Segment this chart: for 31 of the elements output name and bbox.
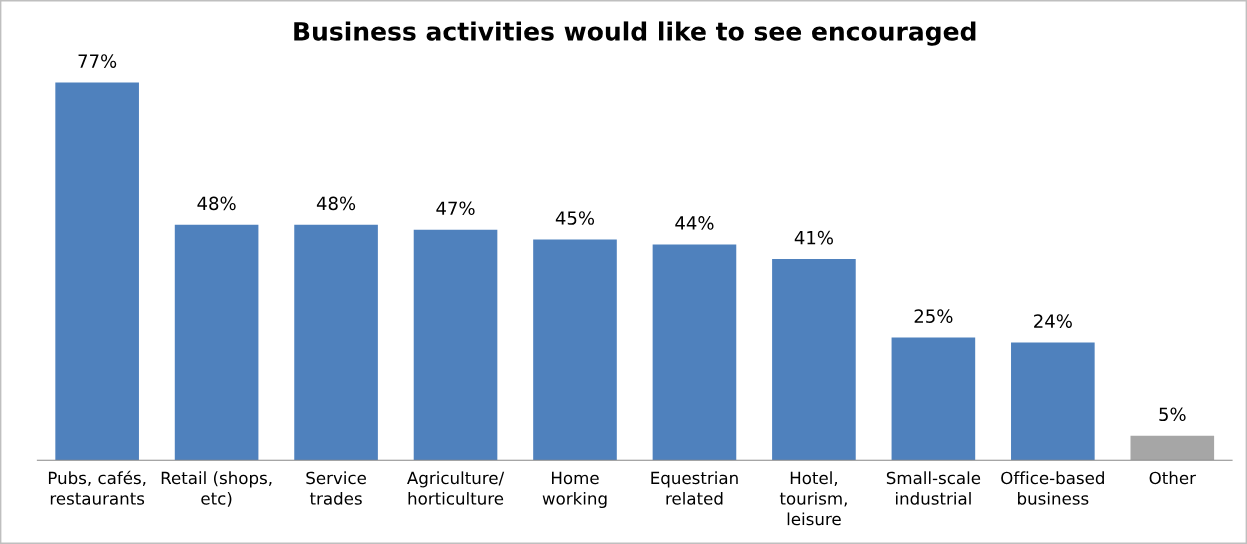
data-label: 41% bbox=[794, 230, 833, 245]
chart-title: Business activities would like to see encouraged bbox=[294, 21, 976, 46]
bar bbox=[174, 224, 259, 461]
bar bbox=[55, 82, 139, 461]
data-label: 48% bbox=[197, 196, 236, 211]
x-tick-label: Home working bbox=[542, 471, 607, 509]
bar bbox=[772, 259, 856, 461]
data-label: 48% bbox=[316, 196, 356, 211]
data-label: 47% bbox=[436, 201, 475, 216]
bar bbox=[294, 224, 378, 461]
bar bbox=[413, 229, 498, 461]
data-label: 24% bbox=[1034, 314, 1072, 328]
data-label: 5% bbox=[1159, 407, 1186, 422]
x-tick-label: Service trades bbox=[306, 471, 366, 505]
bar bbox=[1011, 342, 1095, 461]
bar bbox=[1130, 435, 1215, 461]
x-tick-label: Other bbox=[1149, 471, 1196, 485]
x-tick-label: Pubs, cafés, restaurants bbox=[48, 470, 146, 505]
data-label: 44% bbox=[675, 216, 714, 230]
data-label: 45% bbox=[555, 211, 595, 225]
x-tick-label: Retail (shops, etc) bbox=[161, 471, 272, 507]
bar bbox=[652, 244, 737, 461]
x-tick-label: Small-scale industrial bbox=[886, 471, 981, 505]
x-tick-label: Equestrian related bbox=[651, 471, 738, 505]
bar bbox=[533, 239, 617, 461]
x-tick-label: Hotel, tourism, leisure bbox=[779, 471, 847, 526]
data-label: 25% bbox=[914, 309, 953, 323]
data-label: 77% bbox=[78, 54, 117, 68]
x-tick-label: Office-based business bbox=[1001, 471, 1104, 505]
x-tick-label: Agriculture/ horticulture bbox=[407, 471, 505, 505]
bar bbox=[891, 337, 976, 461]
